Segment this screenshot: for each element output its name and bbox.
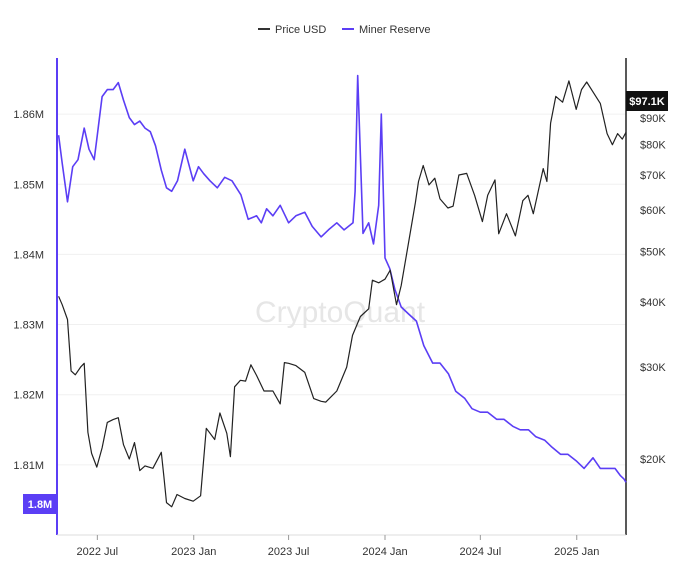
right-tick-label: $40K — [640, 297, 666, 309]
right-current-badge-bg — [626, 91, 668, 111]
right-axis-ticks: $90K $80K $70K $60K $50K $40K $30K $20K — [640, 113, 666, 466]
series-line-price — [58, 80, 627, 508]
legend-item-price[interactable]: Price USD — [258, 24, 326, 36]
x-axis-ticks: 2022 Jul 2023 Jan 2023 Jul 2024 Jan 2024 Jul… — [77, 535, 599, 558]
right-tick-label: $70K — [640, 170, 666, 182]
x-tick-label: 2024 Jan — [362, 546, 407, 558]
left-axis-ticks: 1.86M 1.85M 1.84M 1.83M 1.82M 1.81M — [13, 109, 44, 472]
legend-label-miner-reserve: Miner Reserve — [359, 24, 431, 36]
grid-layer — [57, 113, 626, 466]
left-current-badge: 1.8M — [23, 494, 58, 514]
x-tick-label: 2023 Jan — [171, 546, 216, 558]
legend[interactable]: Price USD Miner Reserve — [258, 24, 431, 36]
x-tick-label: 2025 Jan — [554, 546, 599, 558]
right-tick-label: $80K — [640, 140, 666, 152]
right-tick-label: $30K — [640, 362, 666, 374]
series-line-miner-reserve — [57, 74, 627, 483]
legend-label-price: Price USD — [275, 24, 326, 36]
left-tick-label: 1.85M — [13, 179, 44, 191]
right-current-badge: $97.1K — [626, 91, 668, 111]
left-tick-label: 1.84M — [13, 249, 44, 261]
right-tick-label: $60K — [640, 205, 666, 217]
left-current-badge-text: 1.8M — [28, 499, 52, 511]
right-tick-label: $20K — [640, 454, 666, 466]
x-tick-label: 2024 Jul — [460, 546, 502, 558]
right-tick-label: $50K — [640, 246, 666, 258]
left-tick-label: 1.82M — [13, 390, 44, 402]
watermark: CryptoQuant — [255, 296, 426, 329]
right-current-badge-text: $97.1K — [629, 96, 665, 108]
left-tick-label: 1.81M — [13, 460, 44, 472]
x-tick-label: 2022 Jul — [77, 546, 119, 558]
right-tick-label: $90K — [640, 113, 666, 125]
legend-item-miner-reserve[interactable]: Miner Reserve — [342, 24, 431, 36]
left-current-badge-bg — [23, 494, 58, 514]
left-tick-label: 1.83M — [13, 320, 44, 332]
left-tick-label: 1.86M — [13, 109, 44, 121]
x-tick-label: 2023 Jul — [268, 546, 310, 558]
